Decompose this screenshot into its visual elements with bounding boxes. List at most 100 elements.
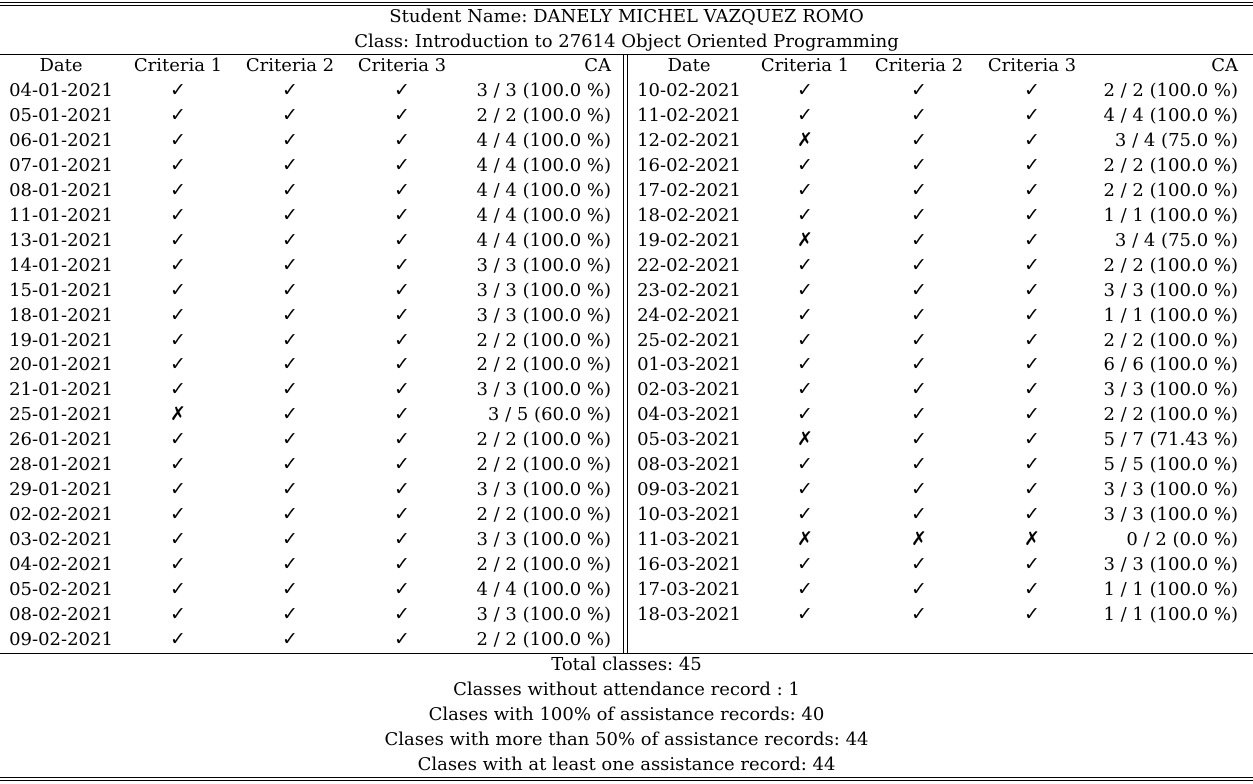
check-icon: ✓ (1024, 428, 1040, 451)
check-icon: ✓ (394, 303, 410, 326)
check-icon: ✓ (911, 453, 927, 476)
right-row-ca: 3 / 3 (100.0 %) (1103, 279, 1238, 301)
left-row-ca: 3 / 3 (100.0 %) (476, 279, 611, 301)
right-row-date: 08-03-2021 (637, 454, 741, 476)
right-header-criteria-2: Criteria 2 (874, 55, 964, 76)
check-icon: ✓ (911, 278, 927, 301)
check-icon: ✓ (911, 578, 927, 600)
check-icon: ✓ (394, 478, 410, 501)
left-row-date: 02-02-2021 (9, 504, 113, 526)
cross-icon: ✗ (1024, 528, 1040, 551)
check-icon: ✓ (282, 553, 298, 576)
check-icon: ✓ (797, 553, 813, 576)
right-row-date: 17-02-2021 (637, 179, 741, 201)
right-row-date: 22-02-2021 (637, 254, 741, 276)
check-icon: ✓ (911, 478, 927, 501)
left-row-date: 11-01-2021 (9, 204, 113, 226)
left-row-ca: 4 / 4 (100.0 %) (476, 154, 611, 176)
check-icon: ✓ (282, 478, 298, 501)
check-icon: ✓ (394, 503, 410, 526)
right-row-date: 17-03-2021 (637, 579, 741, 600)
check-icon: ✓ (394, 103, 410, 126)
check-icon: ✓ (911, 228, 927, 251)
check-icon: ✓ (282, 178, 298, 201)
right-row-ca: 2 / 2 (100.0 %) (1103, 254, 1238, 276)
check-icon: ✓ (394, 253, 410, 276)
check-icon: ✓ (1024, 328, 1040, 351)
check-icon: ✓ (1024, 228, 1040, 251)
left-row-date: 09-02-2021 (9, 628, 113, 650)
cross-icon: ✗ (797, 428, 813, 451)
left-row-ca: 4 / 4 (100.0 %) (476, 204, 611, 226)
check-icon: ✓ (797, 79, 813, 101)
check-icon: ✓ (1024, 453, 1040, 476)
right-row-ca: 2 / 2 (100.0 %) (1103, 154, 1238, 176)
check-icon: ✓ (797, 578, 813, 600)
check-icon: ✓ (282, 153, 298, 176)
right-header-criteria-3: Criteria 3 (987, 55, 1077, 76)
check-icon: ✓ (394, 278, 410, 301)
right-row-date: 01-03-2021 (637, 354, 741, 376)
right-row-ca: 1 / 1 (100.0 %) (1103, 603, 1238, 625)
check-icon: ✓ (1024, 203, 1040, 226)
check-icon: ✓ (170, 178, 186, 201)
check-icon: ✓ (282, 203, 298, 226)
right-row-date: 16-03-2021 (637, 554, 741, 576)
left-row-date: 07-01-2021 (9, 154, 113, 176)
right-row-ca: 4 / 4 (100.0 %) (1103, 104, 1238, 126)
left-row-date: 13-01-2021 (9, 229, 113, 251)
top-rule-outer (0, 2, 1253, 3)
check-icon: ✓ (797, 503, 813, 526)
check-icon: ✓ (282, 378, 298, 401)
class-name: Class: Introduction to 27614 Object Orie… (354, 31, 899, 52)
right-row-date: 10-03-2021 (637, 504, 741, 526)
left-row-ca: 4 / 4 (100.0 %) (476, 179, 611, 201)
check-icon: ✓ (282, 228, 298, 251)
check-icon: ✓ (797, 403, 813, 426)
right-row-ca: 2 / 2 (100.0 %) (1103, 179, 1238, 201)
left-row-date: 05-01-2021 (9, 104, 113, 126)
left-row-date: 05-02-2021 (9, 579, 113, 600)
check-icon: ✓ (1024, 153, 1040, 176)
check-icon: ✓ (282, 278, 298, 301)
right-row-ca: 6 / 6 (100.0 %) (1103, 354, 1238, 376)
right-header-criteria-1: Criteria 1 (760, 55, 850, 76)
left-row-date: 25-01-2021 (9, 404, 113, 426)
check-icon: ✓ (170, 602, 186, 625)
check-icon: ✓ (797, 478, 813, 501)
right-row-ca: 1 / 1 (100.0 %) (1103, 579, 1238, 600)
right-row-ca: 2 / 2 (100.0 %) (1103, 404, 1238, 426)
check-icon: ✓ (170, 578, 186, 600)
right-row-ca: 0 / 2 (0.0 %) (1126, 529, 1238, 551)
left-header-criteria-3: Criteria 3 (357, 55, 447, 76)
check-icon: ✓ (911, 103, 927, 126)
right-row-ca: 3 / 3 (100.0 %) (1103, 479, 1238, 501)
right-row-date: 23-02-2021 (637, 279, 741, 301)
right-row-ca: 5 / 7 (71.43 %) (1103, 429, 1238, 451)
check-icon: ✓ (1024, 103, 1040, 126)
check-icon: ✓ (282, 578, 298, 600)
left-row-date: 29-01-2021 (9, 479, 113, 501)
left-row-date: 19-01-2021 (9, 329, 113, 351)
left-row-date: 06-01-2021 (9, 129, 113, 151)
cross-icon: ✗ (170, 403, 186, 426)
check-icon: ✓ (170, 453, 186, 476)
check-icon: ✓ (797, 278, 813, 301)
check-icon: ✓ (911, 328, 927, 351)
check-icon: ✓ (797, 378, 813, 401)
check-icon: ✓ (170, 378, 186, 401)
check-icon: ✓ (282, 428, 298, 451)
check-icon: ✓ (282, 303, 298, 326)
check-icon: ✓ (394, 627, 410, 650)
check-icon: ✓ (170, 478, 186, 501)
right-row-ca: 3 / 3 (100.0 %) (1103, 504, 1238, 526)
right-row-ca: 2 / 2 (100.0 %) (1103, 329, 1238, 351)
left-row-ca: 3 / 3 (100.0 %) (476, 379, 611, 401)
check-icon: ✓ (911, 253, 927, 276)
check-icon: ✓ (394, 453, 410, 476)
check-icon: ✓ (911, 178, 927, 201)
left-header-criteria-2: Criteria 2 (245, 55, 335, 76)
left-header-ca: CA (584, 55, 611, 76)
left-row-ca: 3 / 3 (100.0 %) (476, 603, 611, 625)
left-row-ca: 3 / 3 (100.0 %) (476, 304, 611, 326)
